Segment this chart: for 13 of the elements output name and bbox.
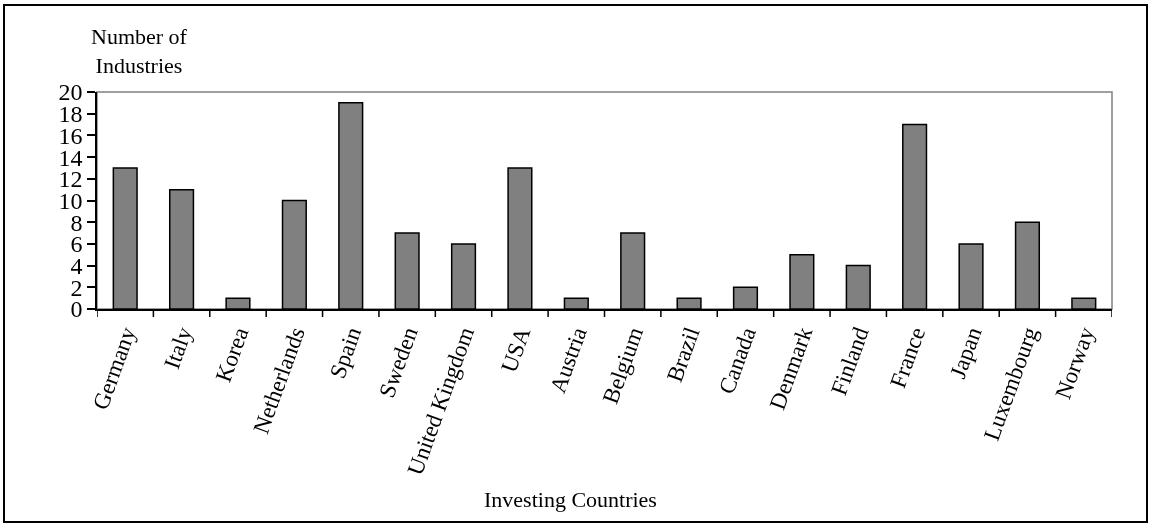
x-tick-label: Italy bbox=[159, 323, 198, 373]
x-tick-label: USA bbox=[496, 323, 536, 376]
x-tick-label: Sweden bbox=[374, 323, 423, 401]
x-tick-label: Japan bbox=[945, 323, 987, 382]
x-tick-label: Canada bbox=[713, 323, 761, 398]
x-tick-label: Korea bbox=[210, 323, 254, 386]
y-axis-title: Number of Industries bbox=[91, 24, 188, 78]
x-tick-label: Austria bbox=[545, 323, 592, 397]
x-tick-label: Brazil bbox=[661, 323, 705, 386]
x-tick-label: Spain bbox=[324, 323, 367, 382]
x-tick-label: France bbox=[885, 323, 931, 392]
x-tick-label: Finland bbox=[826, 323, 874, 399]
x-axis-title: Investing Countries bbox=[484, 487, 657, 512]
